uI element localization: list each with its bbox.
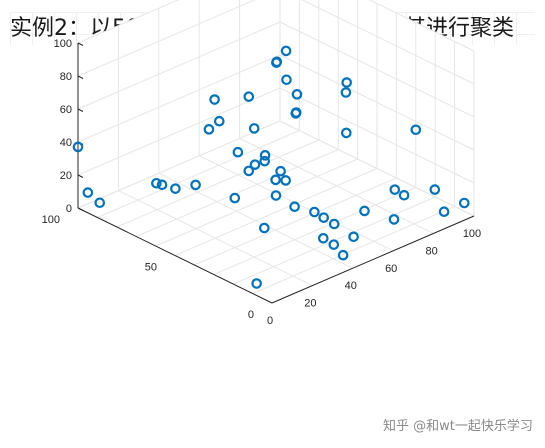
floor-grid-line (116, 139, 319, 228)
z-tick-label: 20 (60, 170, 72, 182)
data-point (270, 174, 281, 186)
floor-grid-line (155, 158, 358, 247)
data-point (348, 231, 359, 243)
floor-grid-line (97, 130, 300, 218)
data-point (318, 212, 329, 223)
z-tick-label: 60 (60, 104, 72, 116)
data-point (410, 124, 422, 136)
wall-grid-line (77, 120, 281, 209)
data-point (389, 184, 401, 195)
data-point (309, 206, 320, 218)
data-point (291, 89, 303, 100)
data-point (275, 165, 286, 177)
data-point (271, 56, 283, 68)
wall-grid-line (77, 87, 281, 176)
data-point (289, 201, 300, 212)
data-point (280, 175, 291, 186)
data-point (458, 197, 470, 209)
z-tick-label: 0 (66, 203, 72, 215)
y-tick-label: 40 (345, 280, 357, 292)
wall-grid-line (77, 0, 256, 77)
data-point (82, 187, 94, 198)
z-tick-mark (77, 174, 84, 178)
floor-grid-line (136, 149, 339, 237)
data-point (229, 192, 241, 204)
data-point (156, 179, 168, 191)
data-point (232, 146, 244, 158)
data-point (388, 214, 400, 225)
floor-grid-line (213, 187, 416, 275)
data-point (340, 127, 352, 139)
z-tick-label: 100 (54, 38, 72, 50)
data-point (317, 233, 329, 244)
axis-lines (77, 42, 475, 304)
data-point (337, 249, 349, 261)
data-point (209, 94, 220, 105)
wall-grid-line (77, 0, 180, 44)
floor-grid-line (194, 177, 397, 266)
data-point (213, 115, 225, 127)
data-point (170, 183, 181, 194)
data-point (270, 190, 282, 201)
axes-panes (78, 0, 474, 303)
data-point (340, 87, 352, 98)
y-tick-label: 60 (385, 263, 397, 275)
data-point (248, 123, 260, 134)
watermark-text: 知乎 @和wt一起快乐学习 (383, 418, 533, 434)
data-point (243, 165, 255, 177)
data-point (94, 197, 106, 209)
z-tick-label: 80 (60, 71, 72, 83)
x-tick-label: 50 (145, 262, 157, 274)
data-point (203, 124, 215, 135)
y-tick-label: 0 (267, 315, 273, 327)
z-tick-mark (77, 108, 84, 112)
data-point (290, 108, 302, 119)
data-point (328, 239, 340, 250)
y-tick-label: 100 (463, 228, 481, 240)
data-point (151, 177, 162, 189)
data-point (280, 45, 292, 57)
z-tick-mark (77, 42, 84, 46)
z-tick-mark (77, 75, 84, 79)
data-point (72, 141, 84, 153)
z-tick-mark (77, 207, 84, 211)
wall-grid-line (77, 54, 281, 143)
data-point (398, 189, 410, 201)
y-axis-line (271, 215, 475, 304)
floor-grid-line (252, 206, 455, 294)
x-axis-line (77, 207, 273, 304)
data-points (72, 45, 470, 289)
data-point (359, 205, 370, 217)
back-left-pane (78, 0, 280, 208)
data-point (251, 278, 262, 289)
data-point (341, 77, 352, 88)
data-point (249, 159, 261, 170)
z-tick-label: 40 (60, 137, 72, 149)
data-point (438, 206, 450, 217)
data-point (259, 150, 271, 161)
data-point (258, 222, 270, 234)
data-point (259, 155, 270, 167)
x-tick-label: 100 (42, 214, 60, 226)
y-tick-label: 80 (425, 245, 437, 257)
data-point (429, 184, 441, 195)
data-point (243, 91, 255, 102)
x-tick-label: 0 (248, 309, 254, 321)
tick-labels: 0 20 40 60 80 100 0 50 100 0 20 40 60 80 100 (42, 38, 482, 327)
grid-lines (77, 0, 475, 304)
floor-grid-line (174, 168, 378, 256)
wall-grid-line (77, 21, 281, 110)
data-point (281, 74, 292, 86)
data-point (328, 218, 340, 230)
data-point (190, 179, 201, 191)
y-tick-label: 20 (304, 298, 316, 310)
